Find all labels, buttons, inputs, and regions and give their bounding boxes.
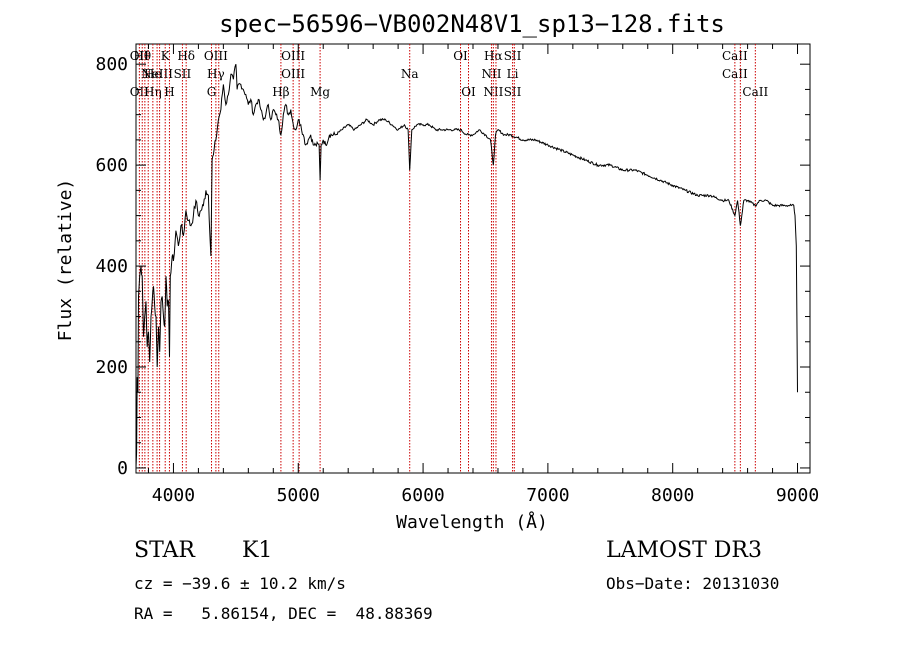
subclass: K1 <box>242 538 273 563</box>
y-tick-label: 600 <box>95 155 128 176</box>
marker-label: G <box>207 85 217 99</box>
x-tick-label: 5000 <box>277 485 320 506</box>
x-axis-label: Wavelength (Å) <box>396 511 548 533</box>
marker-label: OI <box>453 49 468 63</box>
object-class: STAR <box>134 538 195 563</box>
marker-label: Hη <box>144 85 162 99</box>
marker-label: Li <box>507 67 519 81</box>
y-tick-label: 800 <box>95 54 128 75</box>
marker-label: NeIII <box>141 67 173 81</box>
marker-label: Hδ <box>177 49 195 63</box>
line-markers: OIIOIIHθHeHηNeIIIKHSIIHδGOIIIHγHβOIIIOII… <box>130 44 768 473</box>
x-tick-label: 9000 <box>776 485 819 506</box>
marker-label: Mg <box>310 85 330 99</box>
marker-label: CaII <box>722 67 748 81</box>
spectrum-line <box>135 64 798 469</box>
marker-label: Na <box>401 67 419 81</box>
survey-name: LAMOST DR3 <box>606 538 762 563</box>
coordinates: RA = 5.86154, DEC = 48.88369 <box>134 604 433 623</box>
marker-label: OIII <box>281 49 305 63</box>
obs-date: Obs−Date: 20131030 <box>606 574 780 593</box>
x-tick-label: 8000 <box>651 485 694 506</box>
y-tick-label: 0 <box>117 458 128 479</box>
y-tick-label: 400 <box>95 256 128 277</box>
marker-label: CaII <box>722 49 748 63</box>
marker-label: OIII <box>204 49 228 63</box>
x-tick-label: 6000 <box>401 485 444 506</box>
marker-label: Hβ <box>272 85 289 99</box>
marker-label: K <box>161 49 171 63</box>
marker-label: OI <box>461 85 476 99</box>
redshift-value: cz = −39.6 ± 10.2 km/s <box>134 574 346 593</box>
x-tick-label: 4000 <box>152 485 195 506</box>
marker-label: NII <box>481 67 501 81</box>
chart-title: spec−56596−VB002N48V1_sp13−128.fits <box>219 10 725 38</box>
marker-label: OIII <box>281 67 305 81</box>
marker-label: H <box>164 85 174 99</box>
marker-label: SII <box>504 85 522 99</box>
y-axis-label: Flux (relative) <box>55 179 76 342</box>
marker-label: Hα <box>484 49 503 63</box>
axis-ticks: 4000 5000 6000 7000 8000 9000 0 200 400 600 800 <box>95 44 819 506</box>
marker-label: SII <box>174 67 192 81</box>
x-tick-label: 7000 <box>526 485 569 506</box>
marker-label: CaII <box>742 85 768 99</box>
marker-label: Hθ <box>133 49 151 63</box>
marker-label: SII <box>504 49 522 63</box>
y-tick-label: 200 <box>95 357 128 378</box>
marker-label: NII <box>483 85 503 99</box>
marker-label: Hγ <box>207 67 225 81</box>
plot-frame <box>135 43 811 474</box>
